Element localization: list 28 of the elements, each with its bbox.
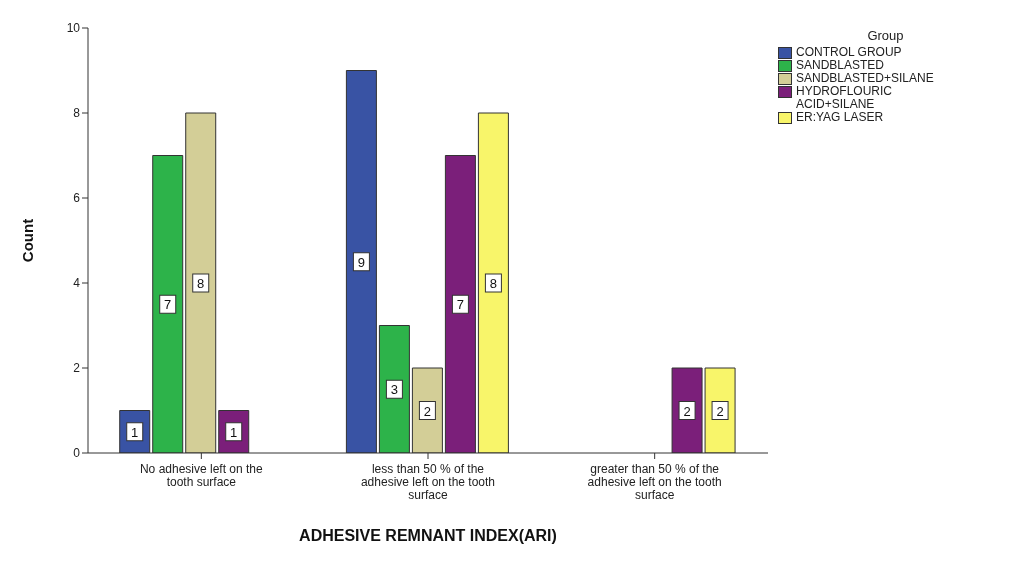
y-axis-title: Count: [19, 218, 37, 263]
data-label: 8: [489, 276, 498, 291]
y-tick-label: 0: [73, 446, 81, 461]
data-label: 1: [131, 424, 139, 440]
legend-label: CONTROL GROUP: [796, 45, 903, 59]
data-label: 3: [390, 382, 399, 398]
y-tick-label: 4: [73, 276, 81, 291]
x-tick-label: less than 50 % of the adhesive left on the tooth surface: [360, 462, 496, 502]
legend-label: ER:YAG LASER: [796, 110, 885, 124]
data-label: 7: [456, 297, 465, 313]
data-label: 2: [716, 403, 724, 419]
legend-title: Group: [866, 28, 905, 43]
y-tick-label: 2: [73, 361, 81, 376]
legend-label: SANDBLASTED+SILANE: [796, 71, 935, 85]
data-label: 2: [423, 403, 432, 419]
data-label: 2: [683, 403, 691, 419]
y-tick-label: 6: [73, 191, 81, 206]
legend-label: SANDBLASTED: [796, 58, 886, 72]
x-tick-label: No adhesive left on the tooth surface: [139, 462, 264, 489]
x-axis-title: ADHESIVE REMNANT INDEX(ARI): [299, 527, 557, 544]
data-label: 8: [197, 276, 205, 291]
x-tick-label: greater than 50 % of the adhesive left on the tooth surface: [587, 462, 722, 502]
data-label: 7: [164, 297, 172, 313]
data-label: 9: [357, 254, 366, 270]
legend-label: HYDROFLOURIC ACID+SILANE: [796, 84, 893, 111]
y-tick-label: 8: [73, 106, 81, 121]
data-label: 1: [230, 424, 238, 440]
y-tick-label: 10: [66, 21, 81, 36]
